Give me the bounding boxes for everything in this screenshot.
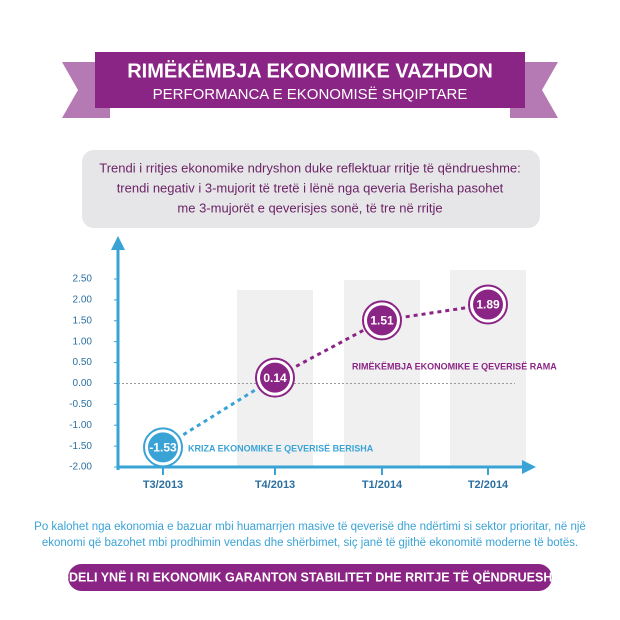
point [367, 305, 397, 336]
y-tick-label: -1.50 [69, 441, 92, 452]
callout-line: trendi negativ i 3-mujorit të tretë i lë… [117, 180, 504, 195]
title-ribbon [95, 52, 525, 108]
callout-box [82, 150, 540, 228]
footer-banner [68, 564, 552, 591]
y-tick-label: 2.00 [73, 295, 93, 306]
y-tick-label: -1.00 [69, 420, 92, 431]
y-tick-label: 0.50 [73, 357, 93, 368]
x-tick-label: T4/2013 [255, 479, 295, 491]
footer-line: ekonomi që bazohet mbi prodhimin vendas … [42, 537, 578, 549]
footer-banner-text: MODELI YNË I RI EKONOMIK GARANTON STABIL… [49, 569, 571, 584]
plot: 2.50 2.00 1.50 1.00 0.50 0.00 -0.50 -1.00 -1.50 -… [69, 236, 557, 491]
y-axis-arrow [111, 236, 125, 250]
point [473, 289, 503, 320]
x-tick-label: T3/2013 [143, 479, 183, 491]
callout-line: Trendi i rritjes ekonomike ndryshon duke… [99, 160, 521, 175]
y-tick-label: -0.50 [69, 399, 92, 410]
x-tick-label: T2/2014 [468, 479, 509, 491]
annotation: RIMËKËMBJA EKONOMIKE E QEVERISË RAMA [352, 361, 557, 371]
subtitle: PERFORMANCA E EKONOMISË SHQIPTARE [153, 86, 468, 103]
y-tick-label: 0.00 [73, 378, 93, 389]
value-label: 0.14 [263, 371, 287, 385]
value-label: 1.51 [370, 314, 394, 328]
y-tick-label: -2.00 [69, 462, 92, 473]
x-axis-arrow [522, 460, 536, 474]
point [148, 432, 178, 463]
point [260, 362, 290, 393]
callout-line: me 3-mujorët e qeverisjes sonë, të tre n… [177, 200, 442, 215]
footer-line: Po kalohet nga ekonomia e bazuar mbi hua… [34, 521, 586, 533]
trend-segment [162, 376, 276, 449]
value-label: -1.53 [149, 441, 177, 455]
y-tick-label: 1.50 [73, 315, 93, 326]
annotation: KRIZA EKONOMIKE E QEVERISË BERISHA [188, 443, 374, 453]
y-tick-label: 1.00 [73, 336, 93, 347]
y-tick-label: 2.50 [73, 274, 93, 285]
x-tick-label: T1/2014 [362, 479, 403, 491]
value-label: 1.89 [476, 298, 500, 312]
title: RIMËKËMBJA EKONOMIKE VAZHDON [127, 59, 493, 82]
